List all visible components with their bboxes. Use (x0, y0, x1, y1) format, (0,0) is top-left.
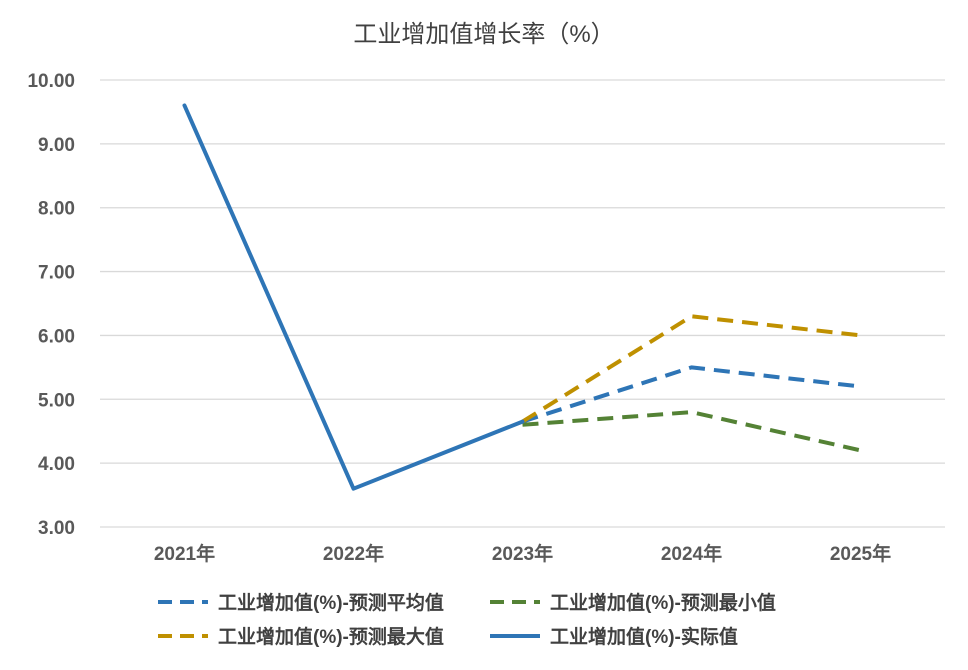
x-tick-label: 2025年 (830, 542, 891, 565)
series-line (522, 410, 861, 453)
x-tick-label: 2022年 (323, 542, 384, 565)
y-tick-label: 8.00 (38, 199, 75, 220)
x-axis-ticks: 2021年 2022年 2023年 2024年 2025年 (154, 542, 891, 565)
y-axis-ticks: 3.00 4.00 5.00 6.00 7.00 8.00 9.00 10.00 (27, 71, 75, 539)
gridlines (100, 79, 945, 528)
legend-label: 工业增加值(%)-预测平均值 (218, 591, 444, 614)
y-tick-label: 5.00 (38, 390, 75, 411)
y-tick-label: 9.00 (38, 135, 75, 156)
x-tick-label: 2024年 (661, 542, 722, 565)
x-tick-label: 2021年 (154, 542, 215, 565)
x-tick-label: 2023年 (492, 542, 553, 565)
series-lines (182, 103, 861, 491)
y-tick-label: 4.00 (38, 454, 75, 475)
legend: 工业增加值(%)-预测平均值 工业增加值(%)-预测最小值工业增加值(%)-预测最… (158, 591, 776, 648)
y-tick-label: 7.00 (38, 263, 75, 284)
chart-title: 工业增加值增长率（%） (353, 21, 614, 48)
y-tick-label: 6.00 (38, 326, 75, 347)
legend-label: 工业增加值(%)-实际值 (550, 625, 738, 648)
y-tick-label: 10.00 (27, 71, 75, 92)
legend-label: 工业增加值(%)-预测最小值 (550, 591, 776, 614)
series-line (182, 103, 525, 491)
legend-label: 工业增加值(%)-预测最大值 (218, 625, 444, 648)
series-line (521, 365, 861, 424)
y-tick-label: 3.00 (38, 518, 75, 539)
series-line (521, 314, 861, 424)
